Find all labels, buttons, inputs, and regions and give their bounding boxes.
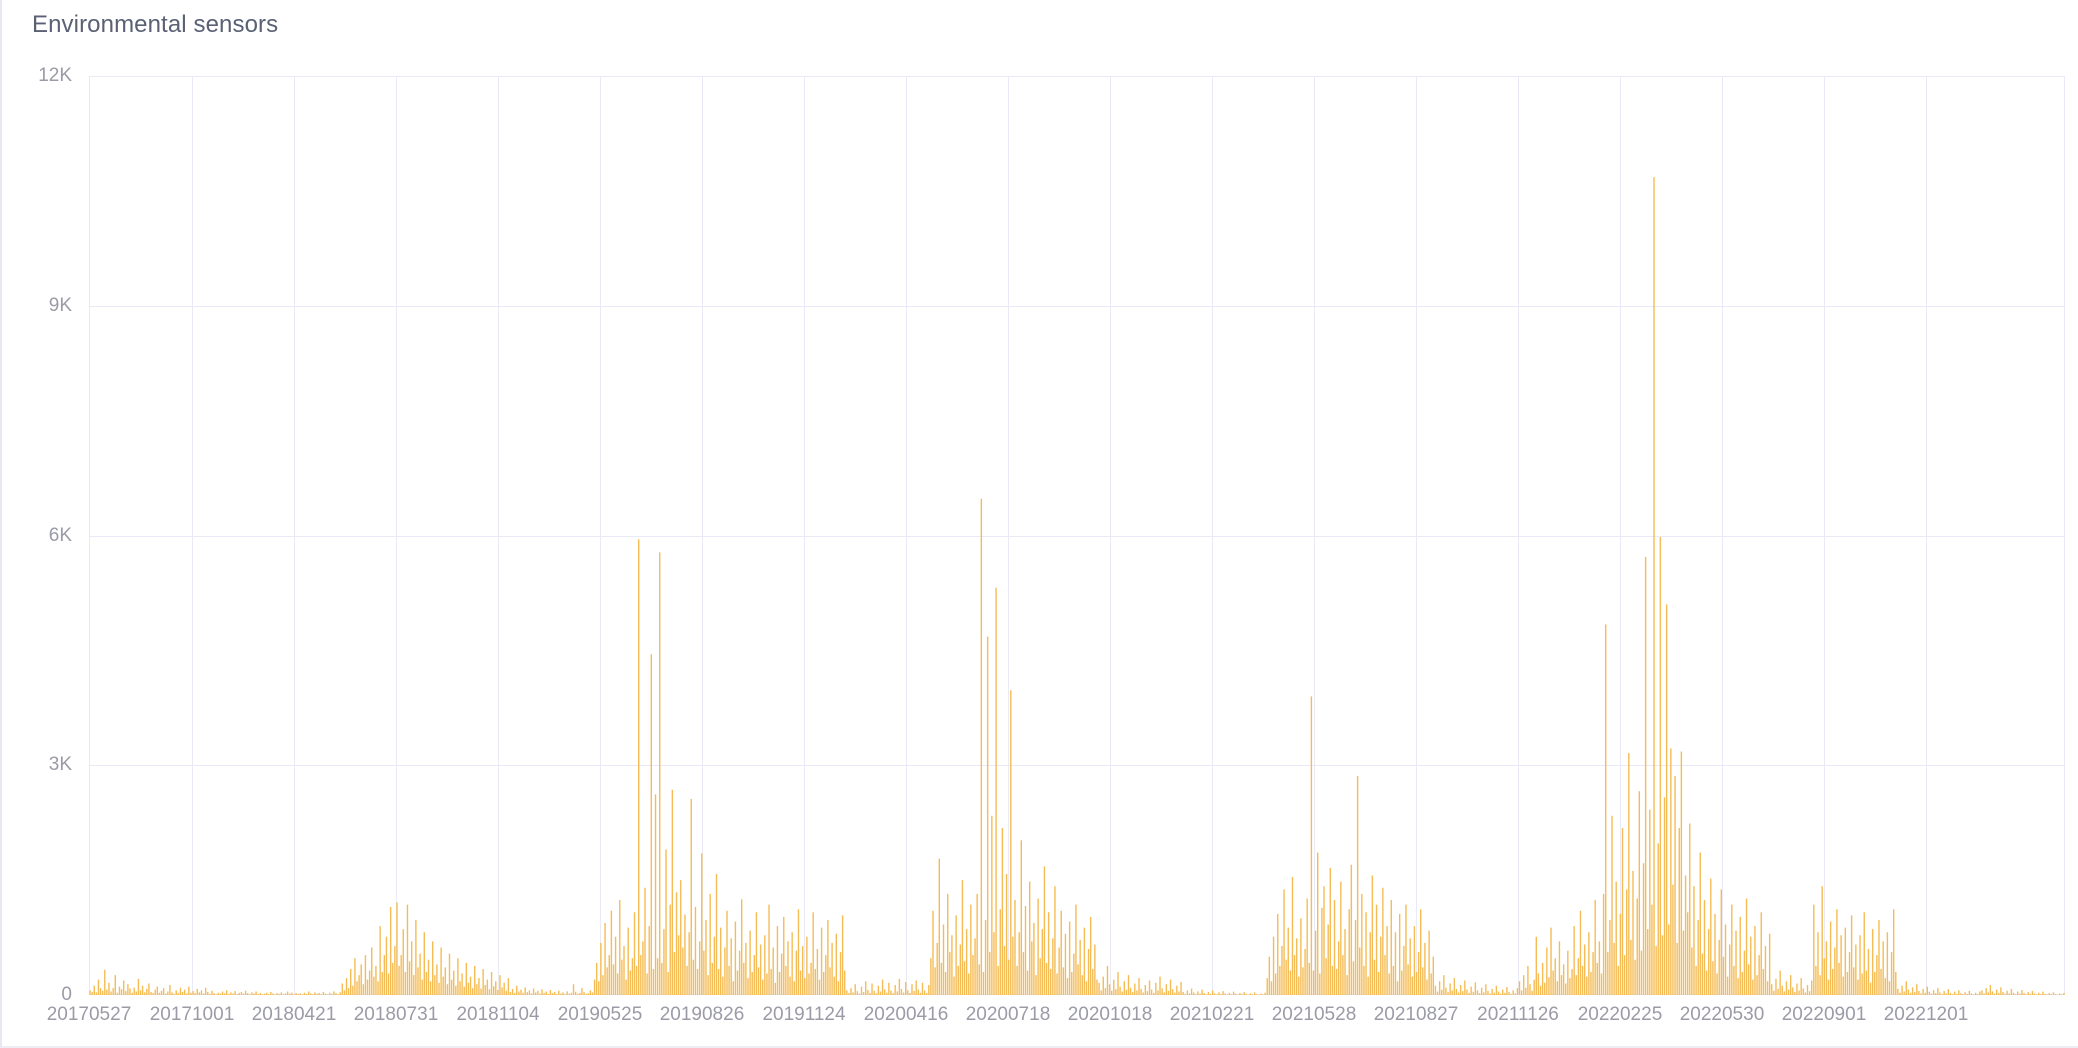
gridline-horizontal <box>89 994 2065 995</box>
gridline-vertical <box>1008 76 1009 995</box>
gridline-horizontal <box>89 765 2065 767</box>
gridline-vertical <box>1620 76 1621 995</box>
gridline-horizontal <box>89 76 2065 77</box>
x-axis-tick-label: 20190525 <box>557 1004 643 1025</box>
x-axis-tick-label: 20200718 <box>965 1004 1051 1025</box>
gridline-vertical <box>600 76 601 995</box>
gridline-vertical <box>498 76 499 995</box>
gridline-vertical <box>702 76 703 995</box>
gridline-vertical <box>1416 76 1417 995</box>
gridline-vertical <box>89 76 90 995</box>
gridline-vertical <box>1824 76 1825 995</box>
x-axis-tick-label: 20211126 <box>1477 1004 1559 1025</box>
x-axis-tick-label: 20201018 <box>1067 1004 1153 1025</box>
gridline-vertical <box>396 76 397 995</box>
y-axis-tick-label: 9K <box>48 294 72 316</box>
x-axis-tick-label: 20210827 <box>1373 1004 1459 1025</box>
gridline-vertical <box>804 76 805 995</box>
gridline-vertical <box>1212 76 1213 995</box>
gridline-vertical <box>1314 76 1315 995</box>
x-axis: 20170527 20171001 20180421 20180731 20181104… <box>2 1004 2078 1044</box>
gridline-horizontal <box>89 305 2065 307</box>
plot-background <box>89 76 2065 995</box>
chart-title: Environmental sensors <box>32 11 279 38</box>
bar-path <box>89 177 2065 995</box>
gridline-vertical <box>294 76 295 995</box>
x-axis-tick-label: 20180731 <box>353 1004 439 1025</box>
x-axis-tick-label: 20181104 <box>456 1004 540 1025</box>
y-axis-tick-label: 6K <box>48 524 72 546</box>
x-axis-tick-label: 20220530 <box>1679 1004 1765 1025</box>
gridline-vertical <box>1518 76 1519 995</box>
gridline-vertical <box>1722 76 1723 995</box>
x-axis-tick-label: 20170527 <box>46 1004 132 1025</box>
x-axis-tick-label: 20191124 <box>762 1004 846 1025</box>
gridline-horizontal <box>89 535 2065 537</box>
x-axis-tick-label: 20190826 <box>659 1004 745 1025</box>
gridline-vertical <box>1926 76 1927 995</box>
gridline-vertical <box>906 76 907 995</box>
x-axis-tick-label: 20180421 <box>251 1004 337 1025</box>
gridline-vertical <box>2064 76 2065 995</box>
bar-series <box>89 177 2065 995</box>
y-axis-tick-label: 0 <box>61 984 72 1005</box>
x-axis-tick-label: 20220901 <box>1781 1004 1867 1025</box>
x-axis-tick-label: 20210221 <box>1169 1004 1255 1025</box>
gridline-vertical <box>1110 76 1111 995</box>
x-axis-tick-label: 20221201 <box>1883 1004 1969 1025</box>
x-axis-tick-label: 20171001 <box>149 1004 235 1025</box>
gridline-vertical <box>192 76 193 995</box>
x-axis-tick-label: 20200416 <box>863 1004 949 1025</box>
plot-area[interactable] <box>89 76 2065 995</box>
x-axis-tick-label: 20220225 <box>1577 1004 1663 1025</box>
y-axis-tick-label: 12K <box>38 65 72 86</box>
x-axis-tick-label: 20210528 <box>1271 1004 1357 1025</box>
y-axis-tick-label: 3K <box>48 754 72 776</box>
